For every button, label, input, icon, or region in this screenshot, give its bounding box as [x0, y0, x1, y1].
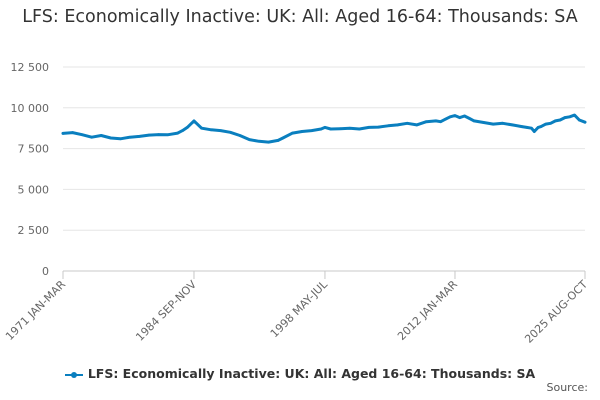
data-point[interactable] — [491, 122, 495, 126]
data-point[interactable] — [539, 125, 543, 128]
data-point[interactable] — [533, 130, 536, 133]
legend-swatch-icon — [64, 371, 83, 378]
x-tick-label: 1971 JAN-MAR — [3, 278, 68, 343]
data-point[interactable] — [185, 126, 189, 129]
data-point[interactable] — [439, 120, 442, 123]
data-point[interactable] — [99, 134, 103, 137]
data-point[interactable] — [229, 130, 232, 134]
data-point[interactable] — [310, 129, 313, 132]
data-point[interactable] — [396, 123, 399, 127]
data-point[interactable] — [80, 133, 84, 137]
data-point[interactable] — [367, 126, 371, 129]
data-point[interactable] — [558, 118, 562, 122]
data-point[interactable] — [181, 129, 184, 132]
data-point[interactable] — [386, 124, 390, 128]
source-label: Source: — [546, 381, 589, 394]
data-point[interactable] — [219, 129, 223, 132]
gridlines — [63, 66, 585, 272]
data-point[interactable] — [448, 115, 452, 119]
series-layer — [61, 113, 587, 144]
data-point[interactable] — [511, 123, 514, 127]
x-tick-label: 1984 SEP-NOV — [133, 278, 199, 344]
data-point[interactable] — [138, 135, 141, 138]
data-point[interactable] — [300, 130, 304, 133]
y-axis-ticks: 0 2 500 5 000 7 500 10 000 12 500 — [11, 61, 50, 278]
data-point[interactable] — [329, 127, 332, 131]
data-point[interactable] — [525, 126, 528, 129]
data-point[interactable] — [358, 127, 361, 131]
data-point[interactable] — [238, 134, 242, 137]
data-point[interactable] — [520, 125, 524, 128]
y-tick-label: 12 500 — [11, 61, 50, 74]
data-point[interactable] — [276, 139, 280, 142]
x-axis-ticks: 1971 JAN-MAR 1984 SEP-NOV 1998 MAY-JUL 2012… — [3, 271, 590, 346]
data-point[interactable] — [501, 122, 505, 125]
data-point[interactable] — [549, 122, 552, 125]
x-tick-label: 1998 MAY-JUL — [268, 277, 331, 340]
data-point[interactable] — [434, 119, 438, 123]
y-tick-label: 2 500 — [18, 224, 50, 237]
data-point[interactable] — [458, 116, 462, 119]
data-point[interactable] — [61, 132, 65, 135]
y-tick-label: 5 000 — [18, 183, 50, 196]
data-point[interactable] — [563, 116, 567, 119]
data-point[interactable] — [348, 126, 352, 130]
legend[interactable]: LFS: Economically Inactive: UK: All: Age… — [0, 364, 600, 384]
data-point[interactable] — [405, 122, 409, 125]
data-point[interactable] — [424, 120, 428, 123]
data-point[interactable] — [257, 139, 261, 143]
data-point[interactable] — [377, 125, 380, 129]
data-point[interactable] — [176, 131, 180, 135]
data-point[interactable] — [453, 114, 457, 117]
x-tick-label: 2025 AUG-OCT — [522, 278, 590, 346]
y-tick-label: 10 000 — [11, 102, 50, 115]
data-point[interactable] — [573, 113, 576, 117]
data-point[interactable] — [200, 126, 203, 130]
data-point[interactable] — [248, 138, 251, 141]
data-point[interactable] — [468, 117, 471, 120]
data-point[interactable] — [583, 120, 587, 124]
data-point[interactable] — [128, 135, 132, 139]
data-point[interactable] — [192, 119, 196, 123]
data-point[interactable] — [90, 135, 93, 139]
data-point[interactable] — [544, 122, 548, 126]
data-point[interactable] — [157, 133, 160, 136]
data-point[interactable] — [463, 114, 466, 118]
data-point[interactable] — [323, 126, 327, 129]
data-point[interactable] — [577, 118, 581, 122]
data-point[interactable] — [472, 119, 476, 123]
x-tick-label: 2012 JAN-MAR — [395, 278, 460, 343]
data-point[interactable] — [482, 121, 485, 124]
y-tick-label: 7 500 — [18, 143, 50, 156]
data-point[interactable] — [267, 140, 270, 144]
data-point[interactable] — [209, 128, 213, 132]
legend-label: LFS: Economically Inactive: UK: All: Age… — [87, 366, 536, 381]
data-point[interactable] — [319, 127, 323, 131]
series-line[interactable] — [61, 113, 587, 144]
data-point[interactable] — [536, 126, 540, 129]
data-point[interactable] — [71, 131, 74, 134]
data-point[interactable] — [415, 123, 419, 127]
data-point[interactable] — [530, 126, 533, 130]
data-point[interactable] — [119, 137, 122, 141]
y-tick-label: 0 — [42, 265, 49, 278]
data-point[interactable] — [109, 136, 113, 140]
data-point[interactable] — [444, 117, 447, 121]
data-point[interactable] — [554, 119, 557, 123]
data-point[interactable] — [338, 127, 342, 130]
data-point[interactable] — [166, 133, 170, 137]
data-point[interactable] — [568, 115, 572, 119]
data-point[interactable] — [281, 136, 285, 140]
data-point[interactable] — [147, 133, 151, 137]
chart-title: LFS: Economically Inactive: UK: All: Age… — [22, 7, 578, 27]
data-point[interactable] — [291, 131, 294, 135]
